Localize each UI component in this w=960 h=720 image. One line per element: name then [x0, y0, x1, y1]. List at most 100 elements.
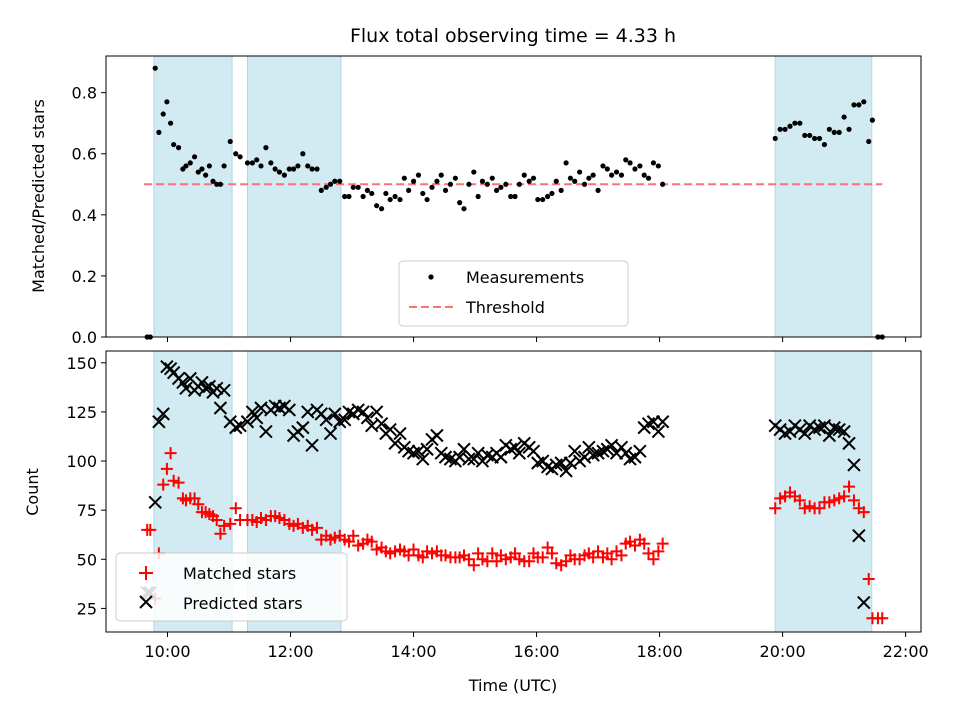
predicted-star-point [249, 411, 264, 425]
measurement-point [401, 175, 407, 181]
measurement-point [434, 178, 440, 184]
measurement-point [802, 132, 808, 139]
predicted-star-point [393, 426, 407, 441]
predicted-star-point [504, 442, 518, 456]
measurement-point [387, 196, 393, 203]
predicted-star-point [388, 436, 402, 451]
top-y-tick-label: 0.6 [72, 145, 97, 164]
predicted-star-point [198, 381, 213, 396]
predicted-star-point [305, 438, 319, 453]
measurement-point [195, 169, 201, 175]
matched-star-point [847, 494, 860, 507]
legend-marker-predicted [139, 595, 153, 609]
predicted-star-point [567, 444, 582, 458]
top-y-ticks: 0.0 0.2 0.4 0.6 0.8 [72, 84, 106, 347]
bottom-y-tick-label: 150 [66, 354, 97, 373]
measurement-point [364, 187, 371, 193]
matched-star-point [769, 502, 782, 515]
predicted-star-point [494, 450, 508, 464]
measurement-point [249, 160, 255, 166]
measurement-point [489, 175, 495, 181]
measurement-point [471, 169, 477, 175]
predicted-star-point [240, 415, 255, 429]
measurement-point [545, 193, 551, 200]
x-tick-label: 16:00 [514, 642, 560, 661]
measurement-point [484, 181, 490, 187]
measurement-point [475, 193, 481, 200]
measurement-point [577, 169, 583, 175]
measurement-point [244, 160, 251, 166]
top-y-tick-label: 0.8 [72, 84, 97, 103]
matched-star-point [656, 537, 669, 550]
predicted-star-point [559, 464, 573, 478]
measurement-point [530, 175, 537, 181]
measurement-point [183, 163, 189, 169]
matched-star-point [160, 462, 173, 475]
measurement-point [645, 175, 652, 181]
legend-label-predicted: Predicted stars [183, 594, 303, 613]
predicted-star-point [356, 405, 370, 419]
measurement-point [438, 172, 444, 178]
measurement-point [332, 178, 338, 184]
measurement-point [772, 135, 778, 142]
bottom-axes-frame [105, 350, 922, 633]
measurement-point [156, 129, 162, 135]
matched-star-point [647, 553, 660, 566]
measurement-point [826, 126, 832, 132]
legend-marker-matched [139, 566, 153, 580]
measurement-point [452, 175, 458, 181]
predicted-star-point [842, 436, 856, 451]
measurement-point [210, 178, 216, 184]
matched-star-point [876, 612, 889, 625]
matched-star-point [144, 523, 157, 536]
measurement-point [590, 172, 596, 178]
matched-star-point [365, 535, 378, 548]
measurement-point [627, 160, 633, 166]
measurement-point [637, 163, 643, 169]
measurement-point [152, 65, 158, 71]
measurement-point [429, 184, 435, 190]
measurement-point [305, 163, 311, 169]
measurement-point [214, 181, 220, 187]
bottom-y-axis-label: Count [23, 468, 42, 516]
predicted-star-point [195, 375, 209, 390]
measurement-point [609, 172, 615, 178]
measurement-point [526, 178, 532, 184]
predicted-stars-points [141, 361, 871, 610]
measurement-point [447, 181, 454, 187]
measurement-point [191, 154, 198, 160]
predicted-star-point [857, 595, 871, 610]
predicted-star-point [822, 428, 837, 443]
measurement-point [549, 190, 555, 197]
bottom-y-ticks: 25 50 75 100 125 150 [66, 354, 106, 618]
bottom-panel: 25 50 75 100 125 150 10:00 12:00 14:00 16:00 18:0… [23, 351, 929, 695]
measurement-point [327, 181, 334, 187]
predicted-star-point [847, 458, 861, 472]
measurement-points [144, 65, 885, 340]
predicted-star-point [596, 444, 610, 458]
shaded-interval-2 [774, 55, 873, 338]
predicted-star-point [337, 413, 352, 427]
measurement-point [521, 172, 527, 178]
measurement-point [199, 166, 205, 172]
matched-star-point [210, 513, 223, 526]
measurement-point [572, 178, 578, 184]
measurement-point [623, 157, 629, 163]
top-y-tick-label: 0.4 [72, 206, 97, 225]
predicted-star-point [383, 422, 397, 437]
matched-star-point [486, 547, 499, 560]
shaded-interval-1 [246, 55, 342, 338]
measurement-point [187, 160, 193, 166]
top-legend-box [398, 260, 629, 327]
predicted-star-point [319, 413, 333, 427]
predicted-star-point [651, 424, 666, 439]
measurement-point [655, 163, 661, 169]
predicted-star-point [614, 440, 629, 454]
predicted-star-point [360, 411, 375, 425]
measurement-point [782, 126, 788, 132]
predicted-star-point [512, 446, 527, 460]
predicted-star-point [655, 415, 670, 429]
measurement-point [392, 193, 398, 200]
measurement-point [498, 184, 504, 190]
